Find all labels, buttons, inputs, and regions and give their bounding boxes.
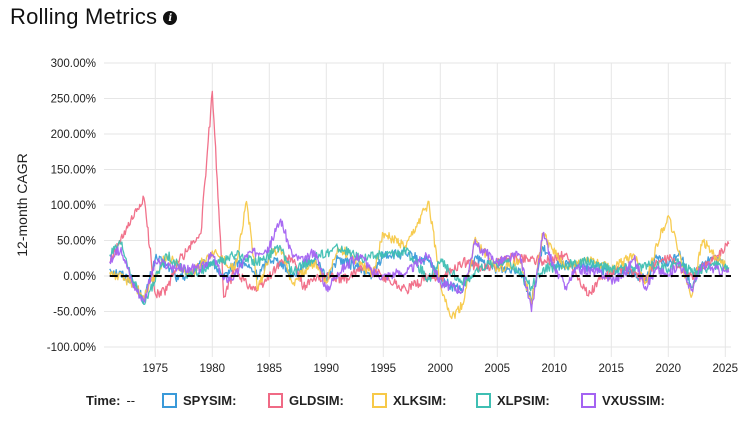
legend-swatch-icon [581, 392, 596, 408]
legend-item-spysim[interactable]: SPYSIM: [162, 392, 237, 408]
legend-swatch-icon [162, 392, 177, 408]
chart: -100.00% -50.00% 0.00% 50.00% 100.00% 150.00%… [14, 58, 739, 375]
y-tick-label: 250.00% [51, 94, 96, 106]
series-line [109, 240, 730, 306]
legend-label: VXUSSIM: [602, 392, 665, 408]
x-tick-label: 1975 [143, 363, 169, 375]
x-tick-label: 2020 [656, 363, 682, 375]
series-line [109, 218, 730, 313]
legend-time: Time: -- [86, 393, 135, 408]
x-tick-label: 2015 [599, 363, 625, 375]
x-tick-label: 2025 [713, 363, 739, 375]
info-icon[interactable]: i [163, 11, 178, 25]
page-title: Rolling Metrics [10, 4, 158, 29]
legend-swatch-icon [372, 392, 387, 408]
y-tick-label: 300.00% [51, 58, 96, 70]
legend-swatch-icon [476, 392, 491, 408]
legend-label: GLDSIM: [289, 392, 344, 408]
series-line [109, 90, 730, 299]
x-tick-label: 2010 [542, 363, 568, 375]
y-tick-label: -100.00% [47, 342, 96, 354]
y-tick-label: 100.00% [51, 200, 96, 212]
x-tick-label: 2000 [428, 363, 454, 375]
y-tick-label: 50.00% [57, 236, 96, 248]
y-tick-label: -50.00% [53, 307, 96, 319]
time-value: -- [126, 392, 136, 408]
legend-item-gldsim[interactable]: GLDSIM: [268, 392, 344, 408]
y-axis: -100.00% -50.00% 0.00% 50.00% 100.00% 150.00%… [47, 58, 96, 354]
y-tick-label: 0.00% [63, 271, 96, 283]
time-label: Time: [86, 392, 121, 408]
legend-item-xlpsim[interactable]: XLPSIM: [476, 392, 550, 408]
legend-item-vxussim[interactable]: VXUSSIM: [581, 392, 665, 408]
chart-series [109, 90, 730, 320]
legend-label: SPYSIM: [183, 392, 237, 408]
legend-label: XLKSIM: [393, 392, 447, 408]
x-tick-label: 1990 [314, 363, 340, 375]
y-axis-label: 12-month CAGR [14, 153, 30, 256]
y-tick-label: 150.00% [51, 165, 96, 177]
x-tick-label: 2005 [485, 363, 511, 375]
x-tick-label: 1980 [200, 363, 226, 375]
legend-label: XLPSIM: [497, 392, 550, 408]
series-line [109, 245, 730, 305]
x-tick-label: 1995 [371, 363, 397, 375]
x-tick-label: 1985 [257, 363, 283, 375]
x-axis: 1975 1980 1985 1990 1995 2000 2005 2010 2015 2020… [143, 363, 739, 375]
chart-grid [104, 62, 731, 357]
legend-item-xlksim[interactable]: XLKSIM: [372, 392, 447, 408]
legend-swatch-icon [268, 392, 283, 408]
chart-header: Rolling Metrics i [10, 4, 178, 30]
y-tick-label: 200.00% [51, 129, 96, 141]
